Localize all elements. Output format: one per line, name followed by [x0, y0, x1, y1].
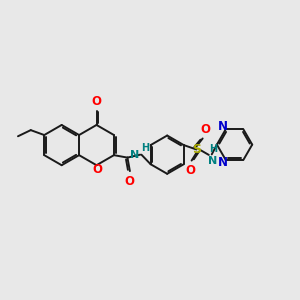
Text: N: N — [218, 120, 228, 133]
Text: H: H — [209, 144, 217, 154]
Text: O: O — [200, 123, 210, 136]
Text: O: O — [92, 95, 101, 108]
Text: H: H — [141, 143, 149, 153]
Text: O: O — [185, 164, 195, 177]
Text: O: O — [93, 163, 103, 176]
Text: N: N — [208, 156, 218, 166]
Text: N: N — [130, 150, 139, 160]
Text: O: O — [124, 175, 134, 188]
Text: S: S — [192, 143, 201, 156]
Text: N: N — [218, 156, 228, 169]
